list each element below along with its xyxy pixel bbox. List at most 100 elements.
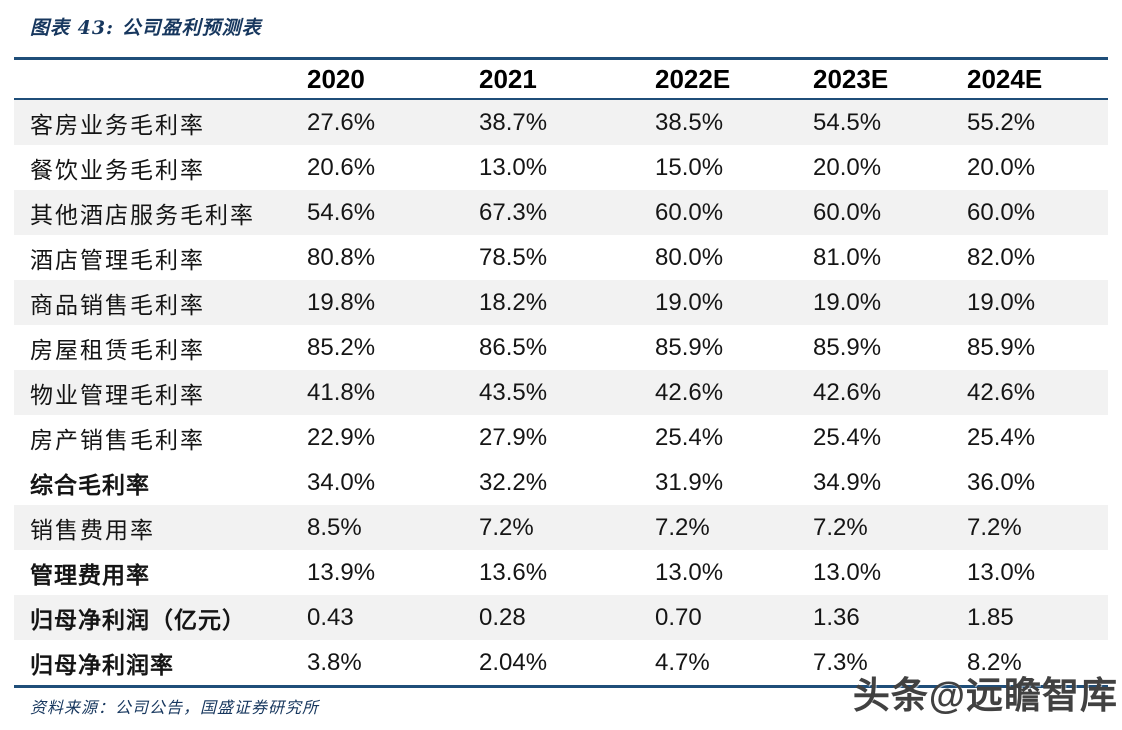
cell-2024e: 36.0% bbox=[967, 468, 1036, 496]
cell-2023e: 19.0% bbox=[813, 288, 882, 316]
table-row: 房产销售毛利率 22.9% 27.9% 25.4% 25.4% 25.4% bbox=[14, 415, 1108, 460]
table-row: 归母净利润（亿元） 0.43 0.28 0.70 1.36 1.85 bbox=[14, 595, 1108, 640]
cell-2021: 2.04% bbox=[479, 648, 548, 676]
cell-2022e: 0.70 bbox=[655, 603, 702, 631]
cell-2022e: 4.7% bbox=[655, 648, 710, 676]
table-row: 餐饮业务毛利率 20.6% 13.0% 15.0% 20.0% 20.0% bbox=[14, 145, 1108, 190]
cell-2024e: 8.2% bbox=[967, 648, 1022, 676]
cell-2021: 86.5% bbox=[479, 333, 548, 361]
table-row: 管理费用率 13.9% 13.6% 13.0% 13.0% 13.0% bbox=[14, 550, 1108, 595]
cell-2022e: 31.9% bbox=[655, 468, 724, 496]
cell-2021: 32.2% bbox=[479, 468, 548, 496]
cell-2024e: 1.85 bbox=[967, 603, 1014, 631]
row-label: 客房业务毛利率 bbox=[30, 112, 205, 139]
table-row: 房屋租赁毛利率 85.2% 86.5% 85.9% 85.9% 85.9% bbox=[14, 325, 1108, 370]
cell-2020: 41.8% bbox=[307, 378, 376, 406]
cell-2020: 85.2% bbox=[307, 333, 376, 361]
cell-2023e: 7.3% bbox=[813, 648, 868, 676]
table-row: 综合毛利率 34.0% 32.2% 31.9% 34.9% 36.0% bbox=[14, 460, 1108, 505]
cell-2022e: 15.0% bbox=[655, 153, 724, 181]
cell-2024e: 13.0% bbox=[967, 558, 1036, 586]
cell-2024e: 25.4% bbox=[967, 423, 1036, 451]
cell-2020: 3.8% bbox=[307, 648, 362, 676]
column-header-2020: 2020 bbox=[307, 63, 365, 94]
cell-2022e: 38.5% bbox=[655, 108, 724, 136]
table-header-row: 2020 2021 2022E 2023E 2024E bbox=[14, 60, 1108, 100]
cell-2020: 13.9% bbox=[307, 558, 376, 586]
cell-2024e: 20.0% bbox=[967, 153, 1036, 181]
cell-2024e: 60.0% bbox=[967, 198, 1036, 226]
column-header-2024e: 2024E bbox=[967, 63, 1043, 94]
source-note: 资料来源：公司公告，国盛证券研究所 bbox=[30, 698, 320, 717]
cell-2023e: 54.5% bbox=[813, 108, 882, 136]
cell-2021: 67.3% bbox=[479, 198, 548, 226]
cell-2023e: 81.0% bbox=[813, 243, 882, 271]
cell-2020: 8.5% bbox=[307, 513, 362, 541]
cell-2020: 20.6% bbox=[307, 153, 376, 181]
row-label: 综合毛利率 bbox=[30, 471, 150, 499]
table-row: 酒店管理毛利率 80.8% 78.5% 80.0% 81.0% 82.0% bbox=[14, 235, 1108, 280]
cell-2020: 27.6% bbox=[307, 108, 376, 136]
profit-forecast-table: 2020 2021 2022E 2023E 2024E 客房业务毛利率 27.6… bbox=[14, 57, 1108, 688]
table-row: 客房业务毛利率 27.6% 38.7% 38.5% 54.5% 55.2% bbox=[14, 100, 1108, 145]
cell-2021: 13.6% bbox=[479, 558, 548, 586]
cell-2020: 80.8% bbox=[307, 243, 376, 271]
table-row: 商品销售毛利率 19.8% 18.2% 19.0% 19.0% 19.0% bbox=[14, 280, 1108, 325]
cell-2022e: 60.0% bbox=[655, 198, 724, 226]
cell-2021: 13.0% bbox=[479, 153, 548, 181]
watermark: 头条@远瞻智库 bbox=[852, 675, 1118, 716]
column-header-2022e: 2022E bbox=[655, 63, 731, 94]
cell-2021: 7.2% bbox=[479, 513, 534, 541]
cell-2021: 43.5% bbox=[479, 378, 548, 406]
cell-2023e: 85.9% bbox=[813, 333, 882, 361]
cell-2020: 54.6% bbox=[307, 198, 376, 226]
cell-2023e: 42.6% bbox=[813, 378, 882, 406]
row-label: 其他酒店服务毛利率 bbox=[30, 202, 255, 229]
cell-2022e: 7.2% bbox=[655, 513, 710, 541]
cell-2021: 18.2% bbox=[479, 288, 548, 316]
row-label: 餐饮业务毛利率 bbox=[30, 157, 205, 184]
cell-2022e: 13.0% bbox=[655, 558, 724, 586]
row-label: 物业管理毛利率 bbox=[30, 382, 205, 409]
column-header-2023e: 2023E bbox=[813, 63, 889, 94]
cell-2024e: 7.2% bbox=[967, 513, 1022, 541]
cell-2022e: 25.4% bbox=[655, 423, 724, 451]
cell-2021: 0.28 bbox=[479, 603, 526, 631]
row-label: 房产销售毛利率 bbox=[30, 427, 205, 454]
cell-2023e: 25.4% bbox=[813, 423, 882, 451]
cell-2021: 78.5% bbox=[479, 243, 548, 271]
cell-2023e: 34.9% bbox=[813, 468, 882, 496]
cell-2023e: 1.36 bbox=[813, 603, 860, 631]
cell-2024e: 19.0% bbox=[967, 288, 1036, 316]
cell-2022e: 80.0% bbox=[655, 243, 724, 271]
row-label: 商品销售毛利率 bbox=[30, 292, 205, 319]
cell-2020: 0.43 bbox=[307, 603, 354, 631]
table-row: 物业管理毛利率 41.8% 43.5% 42.6% 42.6% 42.6% bbox=[14, 370, 1108, 415]
cell-2021: 27.9% bbox=[479, 423, 548, 451]
cell-2023e: 60.0% bbox=[813, 198, 882, 226]
row-label: 归母净利润率 bbox=[30, 651, 174, 679]
cell-2022e: 85.9% bbox=[655, 333, 724, 361]
table-row: 归母净利润率 3.8% 2.04% 4.7% 7.3% 8.2% bbox=[14, 640, 1108, 685]
table-row: 其他酒店服务毛利率 54.6% 67.3% 60.0% 60.0% 60.0% bbox=[14, 190, 1108, 235]
cell-2022e: 19.0% bbox=[655, 288, 724, 316]
cell-2024e: 82.0% bbox=[967, 243, 1036, 271]
cell-2020: 34.0% bbox=[307, 468, 376, 496]
cell-2020: 22.9% bbox=[307, 423, 376, 451]
cell-2023e: 13.0% bbox=[813, 558, 882, 586]
cell-2024e: 55.2% bbox=[967, 108, 1036, 136]
cell-2024e: 42.6% bbox=[967, 378, 1036, 406]
table-row: 销售费用率 8.5% 7.2% 7.2% 7.2% 7.2% bbox=[14, 505, 1108, 550]
row-label: 酒店管理毛利率 bbox=[30, 247, 205, 274]
cell-2020: 19.8% bbox=[307, 288, 376, 316]
row-label: 归母净利润（亿元） bbox=[30, 606, 246, 634]
cell-2024e: 85.9% bbox=[967, 333, 1036, 361]
column-header-2021: 2021 bbox=[479, 63, 537, 94]
cell-2023e: 7.2% bbox=[813, 513, 868, 541]
row-label: 房屋租赁毛利率 bbox=[30, 337, 205, 364]
cell-2023e: 20.0% bbox=[813, 153, 882, 181]
table-body: 客房业务毛利率 27.6% 38.7% 38.5% 54.5% 55.2% 餐饮… bbox=[14, 100, 1108, 685]
cell-2022e: 42.6% bbox=[655, 378, 724, 406]
cell-2021: 38.7% bbox=[479, 108, 548, 136]
